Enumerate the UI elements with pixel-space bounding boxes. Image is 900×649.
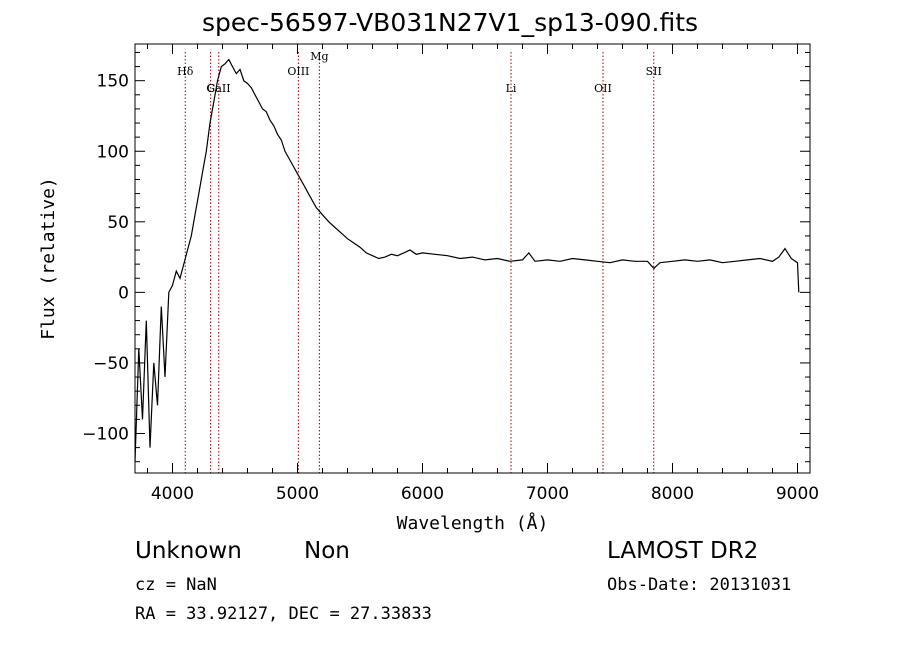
survey-label: LAMOST DR2 xyxy=(607,538,759,564)
series-layer xyxy=(134,58,800,462)
obs-date-readout: Obs-Date: 20131031 xyxy=(607,575,792,595)
line-marker-label: CaII xyxy=(207,82,231,95)
x-tick-label: 5000 xyxy=(276,484,319,504)
spectral-line-markers xyxy=(184,52,655,473)
y-tick-label: −50 xyxy=(93,354,129,374)
x-tick-label: 9000 xyxy=(776,484,819,504)
x-tick-label: 4000 xyxy=(151,484,194,504)
line-marker-label: Hδ xyxy=(177,65,194,78)
y-axis-label: Flux (relative) xyxy=(38,177,59,340)
line-marker-label: G xyxy=(206,82,215,95)
class-label: Unknown xyxy=(135,538,242,564)
line-marker-label: Li xyxy=(506,82,517,95)
axis-labels: 4000 5000 6000 7000 8000 9000 −100 −50 0 50 100 150… xyxy=(38,50,819,534)
x-tick-label: 8000 xyxy=(651,484,694,504)
line-marker-label: Mg xyxy=(310,50,328,63)
axes xyxy=(134,43,811,474)
y-tick-label: 100 xyxy=(97,142,129,162)
x-tick-label: 7000 xyxy=(526,484,569,504)
y-tick-label: −100 xyxy=(82,424,129,444)
line-marker-label: SII xyxy=(646,65,662,78)
y-tick-label: 150 xyxy=(97,72,129,92)
spectrum-line xyxy=(134,58,800,462)
x-tick-label: 6000 xyxy=(401,484,444,504)
cz-readout: cz = NaN xyxy=(135,575,217,595)
y-tick-label: 0 xyxy=(118,283,129,303)
x-axis-label: Wavelength (Å) xyxy=(397,512,549,534)
line-marker-label: OII xyxy=(594,82,612,95)
line-marker-label: OIII xyxy=(287,65,309,78)
plot-frame xyxy=(134,43,811,474)
radec-readout: RA = 33.92127, DEC = 27.33833 xyxy=(135,604,432,624)
page-title: spec-56597-VB031N27V1_sp13-090.fits xyxy=(201,8,699,37)
y-tick-label: 50 xyxy=(107,213,129,233)
subclass-label: Non xyxy=(304,538,350,564)
